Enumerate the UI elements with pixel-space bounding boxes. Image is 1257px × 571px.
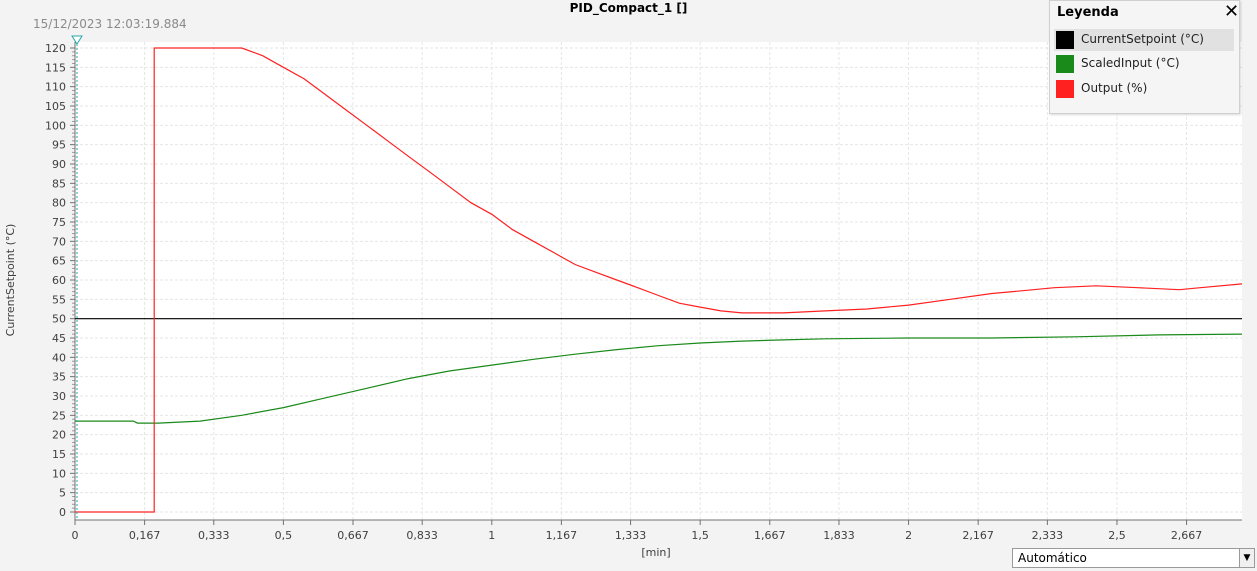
x-tick-label: 1,5 <box>691 529 709 542</box>
legend-title: Leyenda <box>1057 5 1119 20</box>
y-tick-label: 50 <box>52 313 66 326</box>
y-tick-label: 80 <box>52 197 66 210</box>
y-tick-label: 75 <box>52 216 66 229</box>
time-cursor-marker-icon[interactable] <box>71 35 83 45</box>
legend-item-currentsetpoint[interactable]: CurrentSetpoint (°C) <box>1054 29 1234 51</box>
y-tick-label: 15 <box>52 448 66 461</box>
y-tick-label: 110 <box>45 81 66 94</box>
y-tick-label: 35 <box>52 371 66 384</box>
y-tick-label: 5 <box>59 487 66 500</box>
x-tick-label: 1,167 <box>546 529 578 542</box>
x-tick-label: 2 <box>905 529 912 542</box>
x-tick-label: 2,667 <box>1171 529 1203 542</box>
y-tick-label: 40 <box>52 351 66 364</box>
x-tick-label: 0,5 <box>275 529 293 542</box>
series-line-output <box>75 47 1243 513</box>
y-tick-label: 105 <box>45 100 66 113</box>
legend-swatch <box>1056 31 1074 49</box>
y-tick-label: 65 <box>52 255 66 268</box>
legend-item-label: Output (%) <box>1081 81 1148 95</box>
close-icon[interactable]: ✕ <box>1224 1 1240 22</box>
series-lines <box>75 47 1243 513</box>
x-tick-label: 1,833 <box>823 529 855 542</box>
axes: 0510152025303540455055606570758085909510… <box>45 42 1242 542</box>
x-tick-label: 0 <box>72 529 79 542</box>
y-tick-label: 10 <box>52 467 66 480</box>
y-tick-label: 100 <box>45 119 66 132</box>
y-tick-label: 30 <box>52 390 66 403</box>
legend-swatch <box>1056 55 1074 73</box>
x-tick-label: 0,667 <box>337 529 369 542</box>
x-tick-label: 0,167 <box>129 529 161 542</box>
series-line-scaledinput <box>75 333 1243 424</box>
x-tick-label: 1 <box>488 529 495 542</box>
y-tick-label: 25 <box>52 409 66 422</box>
chevron-down-icon[interactable]: ▼ <box>1239 549 1254 567</box>
x-tick-label: 2,167 <box>962 529 994 542</box>
x-tick-label: 0,833 <box>406 529 438 542</box>
y-tick-label: 20 <box>52 429 66 442</box>
y-tick-label: 45 <box>52 332 66 345</box>
legend-item-output[interactable]: Output (%) <box>1054 78 1234 100</box>
x-axis-label: [min] <box>641 546 670 559</box>
x-tick-label: 1,333 <box>615 529 647 542</box>
timestamp-label: 15/12/2023 12:03:19.884 <box>33 17 187 31</box>
legend-panel: Leyenda ✕ CurrentSetpoint (°C) ScaledInp… <box>1049 0 1240 114</box>
y-tick-label: 85 <box>52 177 66 190</box>
legend-swatch <box>1056 80 1074 98</box>
mode-select-value: Automático <box>1018 551 1087 565</box>
y-tick-label: 90 <box>52 158 66 171</box>
plot-background <box>75 42 1242 520</box>
y-tick-label: 55 <box>52 293 66 306</box>
y-axis-label: CurrentSetpoint (°C) <box>4 224 17 337</box>
x-tick-label: 2,5 <box>1108 529 1126 542</box>
legend-item-label: CurrentSetpoint (°C) <box>1081 32 1204 46</box>
y-tick-label: 120 <box>45 42 66 55</box>
y-tick-label: 0 <box>59 506 66 519</box>
x-tick-label: 2,333 <box>1032 529 1064 542</box>
time-cursor[interactable] <box>71 35 83 520</box>
mode-select[interactable]: Automático ▼ <box>1012 548 1255 568</box>
y-tick-label: 70 <box>52 235 66 248</box>
chart-title: PID_Compact_1 [] <box>569 1 688 15</box>
y-tick-label: 115 <box>45 61 66 74</box>
x-tick-label: 1,667 <box>754 529 786 542</box>
y-tick-label: 95 <box>52 139 66 152</box>
legend-item-label: ScaledInput (°C) <box>1081 56 1180 70</box>
x-tick-label: 0,333 <box>198 529 230 542</box>
legend-item-scaledinput[interactable]: ScaledInput (°C) <box>1054 53 1234 75</box>
y-tick-label: 60 <box>52 274 66 287</box>
